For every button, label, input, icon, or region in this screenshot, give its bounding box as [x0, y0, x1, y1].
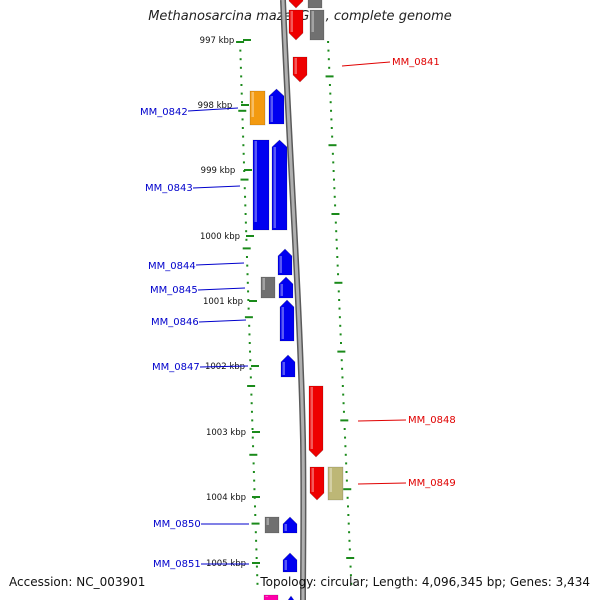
- gene-highlight: [310, 387, 313, 449]
- gene-highlight: [329, 468, 332, 492]
- gene-arrow: [327, 466, 344, 501]
- gene-leader-line: [192, 185, 241, 189]
- gene-highlight: [266, 518, 269, 525]
- accession-label: Accession: NC_003901: [9, 575, 146, 589]
- gene-highlight: [270, 96, 273, 122]
- gene-leader-line: [198, 319, 247, 323]
- gene-arrow: [308, 385, 324, 458]
- gene-arrow: [279, 299, 295, 342]
- scale-label: 1003 kbp: [206, 428, 246, 438]
- gene-highlight: [279, 256, 282, 273]
- gene-leader-line: [195, 262, 245, 266]
- gene-arrow: [268, 88, 285, 125]
- gene-arrow: [287, 595, 295, 600]
- gene-highlight: [281, 307, 284, 339]
- gene-arrow: [252, 139, 270, 231]
- gene-arrow: [264, 516, 280, 534]
- gene-highlight: [284, 560, 287, 570]
- gene-arrow: [260, 276, 276, 299]
- gene-arrow: [309, 9, 325, 41]
- gene-label: MM_0848: [408, 415, 456, 426]
- gene-label: MM_0842: [140, 107, 188, 118]
- gene-arrow: [271, 139, 288, 231]
- scale-label: 1002 kbp: [205, 362, 245, 372]
- gene-label: MM_0846: [151, 317, 199, 328]
- gene-label: MM_0851: [153, 559, 201, 570]
- gene-highlight: [290, 11, 293, 32]
- scale-label: 999 kbp: [201, 166, 236, 176]
- scale-label: 1001 kbp: [203, 297, 243, 307]
- gene-arrow: [277, 248, 293, 276]
- gene-highlight: [280, 284, 283, 296]
- gene-leader-line: [357, 482, 407, 485]
- gene-label: MM_0849: [408, 478, 456, 489]
- gene-label: MM_0845: [150, 285, 198, 296]
- gene-highlight: [282, 362, 285, 375]
- scale-label: 1000 kbp: [200, 232, 240, 242]
- gene-highlight: [251, 92, 254, 117]
- gene-highlight: [273, 147, 276, 228]
- gene-arrow: [280, 354, 296, 378]
- genome-summary: Topology: circular; Length: 4,096,345 bp…: [260, 575, 590, 589]
- gene-leader-line: [357, 419, 407, 422]
- gene-label: MM_0843: [145, 183, 193, 194]
- gene-leader-line: [187, 107, 239, 112]
- gene-leader-line: [341, 61, 391, 67]
- gene-highlight: [311, 468, 314, 492]
- gene-arrow: [292, 56, 308, 83]
- gene-label: MM_0844: [148, 261, 196, 272]
- gene-highlight: [265, 596, 268, 597]
- gene-arrow: [288, 9, 304, 41]
- gene-arrow: [278, 276, 294, 299]
- scale-label: 997 kbp: [200, 36, 235, 46]
- gene-label: MM_0850: [153, 519, 201, 530]
- gene-arrow: [307, 0, 323, 9]
- gene-label: MM_0847: [152, 362, 200, 373]
- gene-leader-line: [199, 365, 249, 368]
- scale-label: 1004 kbp: [206, 493, 246, 503]
- gene-highlight: [262, 278, 265, 290]
- gene-highlight: [254, 141, 257, 222]
- gene-leader-line: [197, 287, 246, 291]
- gene-arrow: [309, 466, 325, 501]
- gene-highlight: [311, 11, 314, 32]
- gene-arrow: [282, 516, 298, 534]
- scale-label: 998 kbp: [198, 101, 233, 111]
- genome-backbone: [281, 0, 305, 600]
- gene-arrow: [249, 90, 266, 126]
- gene-highlight: [284, 524, 287, 531]
- gene-label: MM_0841: [392, 57, 440, 68]
- gene-arrow: [282, 552, 298, 573]
- gene-arrow: [288, 0, 304, 9]
- gene-highlight: [294, 58, 297, 74]
- gene-arrow: [263, 594, 279, 600]
